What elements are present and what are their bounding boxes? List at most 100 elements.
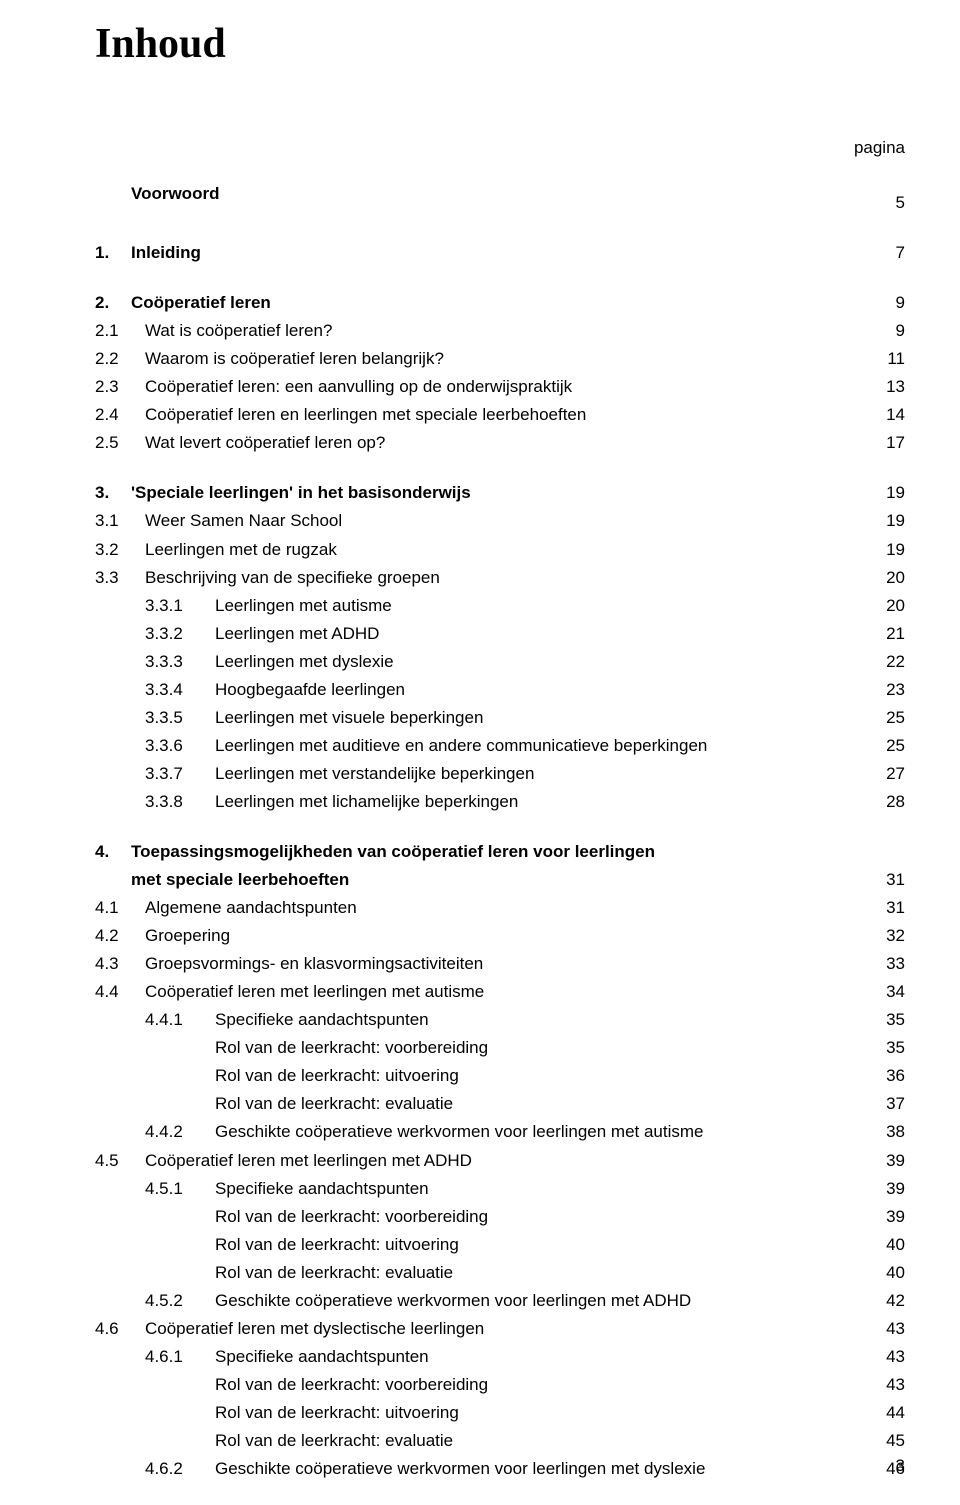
block-gap [95, 267, 905, 289]
toc-entry-left: 3.3.8Leerlingen met lichamelijke beperki… [95, 788, 518, 816]
toc-entry-number: 3.3.8 [145, 788, 215, 816]
toc-entry-number: 3.3.6 [145, 732, 215, 760]
toc-entry-number: 1. [95, 239, 131, 267]
toc-entry-text: Groepering [145, 922, 230, 950]
toc-entry-text: Rol van de leerkracht: uitvoering [215, 1231, 459, 1259]
toc-entry-left: 4.6.2Geschikte coöperatieve werkvormen v… [95, 1455, 705, 1483]
toc-entry: 2.1Wat is coöperatief leren?9 [95, 317, 905, 345]
toc-entry: Rol van de leerkracht: uitvoering40 [95, 1231, 905, 1259]
toc-entry-text: Rol van de leerkracht: evaluatie [215, 1090, 453, 1118]
toc-entry: 1.Inleiding7 [95, 239, 905, 267]
toc-entry-number: 3.1 [95, 507, 145, 535]
toc-entry-left: Rol van de leerkracht: uitvoering [95, 1399, 459, 1427]
toc-entry-left: 3.1Weer Samen Naar School [95, 507, 342, 535]
toc-entry-left: 3.3.5Leerlingen met visuele beperkingen [95, 704, 483, 732]
toc-entry-number: 3.3.2 [145, 620, 215, 648]
toc-entry-text: Rol van de leerkracht: evaluatie [215, 1427, 453, 1455]
toc-entry: 4.4Coöperatief leren met leerlingen met … [95, 978, 905, 1006]
toc-entry-number: 3.3.1 [145, 592, 215, 620]
toc-entry-left: 4.5Coöperatief leren met leerlingen met … [95, 1147, 472, 1175]
toc-entry-left: 2.1Wat is coöperatief leren? [95, 317, 332, 345]
toc-entry-page: 31 [875, 866, 905, 894]
toc-entry: Rol van de leerkracht: voorbereiding35 [95, 1034, 905, 1062]
toc-entry: 3.3.1Leerlingen met autisme 20 [95, 592, 905, 620]
toc-entry: 3.3Beschrijving van de specifieke groepe… [95, 564, 905, 592]
toc-entry-number: 3.3.5 [145, 704, 215, 732]
toc-entry-page: 9 [875, 289, 905, 317]
toc-entry-page: 39 [875, 1147, 905, 1175]
toc-entry: 3.3.7Leerlingen met verstandelijke beper… [95, 760, 905, 788]
toc-entry-page: 20 [875, 564, 905, 592]
block-gap [95, 217, 905, 239]
toc-entry-left: Voorwoord [95, 180, 219, 208]
toc-entry-page: 39 [875, 1175, 905, 1203]
toc-entry: 3.'Speciale leerlingen' in het basisonde… [95, 479, 905, 507]
toc-entry-text: Coöperatief leren met leerlingen met ADH… [145, 1147, 472, 1175]
toc-entry-page: 32 [875, 922, 905, 950]
toc-entry-text: Toepassingsmogelijkheden van coöperatief… [131, 838, 655, 866]
toc-entry-page: 25 [875, 732, 905, 760]
toc-entry: 2.2Waarom is coöperatief leren belangrij… [95, 345, 905, 373]
toc-entry-left: 4.5.1Specifieke aandachtspunten [95, 1175, 429, 1203]
toc-entry: 4.6.1Specifieke aandachtspunten43 [95, 1343, 905, 1371]
toc-entry: met speciale leerbehoeften 31 [95, 866, 905, 894]
toc-entry-text: Leerlingen met autisme [215, 592, 392, 620]
toc-entry-page: 28 [875, 788, 905, 816]
toc-entry-left: 2.5Wat levert coöperatief leren op? [95, 429, 385, 457]
toc-entry-text: Beschrijving van de specifieke groepen [145, 564, 440, 592]
toc-entry-text: Specifieke aandachtspunten [215, 1006, 429, 1034]
toc-entry: 4.5.2Geschikte coöperatieve werkvormen v… [95, 1287, 905, 1315]
toc-entry-page: 33 [875, 950, 905, 978]
toc-entry-left: 3.'Speciale leerlingen' in het basisonde… [95, 479, 471, 507]
toc-entry: 3.3.2Leerlingen met ADHD21 [95, 620, 905, 648]
toc-entry: 3.2Leerlingen met de rugzak19 [95, 536, 905, 564]
toc-entry-text: Leerlingen met lichamelijke beperkingen [215, 788, 518, 816]
toc-entry-left: Rol van de leerkracht: evaluatie [95, 1259, 453, 1287]
toc-entry: Voorwoord 5 [95, 180, 905, 217]
toc-entry-number: 2. [95, 289, 131, 317]
toc-entry-text: Coöperatief leren met dyslectische leerl… [145, 1315, 484, 1343]
toc-entry-left: 3.3.6Leerlingen met auditieve en andere … [95, 732, 707, 760]
toc-entry-left: 4.3Groepsvormings- en klasvormingsactivi… [95, 950, 483, 978]
toc-entry-page: 20 [875, 592, 905, 620]
toc-entry-text: Waarom is coöperatief leren belangrijk? [145, 345, 444, 373]
toc-entry-number: 3.2 [95, 536, 145, 564]
toc-entry-left: Rol van de leerkracht: uitvoering [95, 1062, 459, 1090]
toc-entry-page: 31 [875, 894, 905, 922]
toc-entry-number: 2.2 [95, 345, 145, 373]
toc-entry-text: Rol van de leerkracht: voorbereiding [215, 1371, 488, 1399]
toc-entry-left: Rol van de leerkracht: voorbereiding [95, 1371, 488, 1399]
toc-entry-text: Specifieke aandachtspunten [215, 1175, 429, 1203]
toc-entry-left: 4.4.2Geschikte coöperatieve werkvormen v… [95, 1118, 704, 1146]
toc-entry-number: 3.3.7 [145, 760, 215, 788]
toc-page: Inhoud pagina Voorwoord51.Inleiding72.Co… [0, 0, 960, 1501]
toc-entry-left: 4.4.1Specifieke aandachtspunten [95, 1006, 429, 1034]
block-gap [95, 1483, 905, 1505]
toc-entry-left: 1.Inleiding [95, 239, 201, 267]
toc-entry-page: 25 [875, 704, 905, 732]
toc-entry-text: Rol van de leerkracht: voorbereiding [215, 1203, 488, 1231]
toc-entry-number: 4.4 [95, 978, 145, 1006]
toc-entry-page: 14 [875, 401, 905, 429]
toc-entry-text: Rol van de leerkracht: voorbereiding [215, 1034, 488, 1062]
toc-container: Voorwoord 5 1.Inleiding7 2. Coöperatief lere… [95, 180, 905, 1505]
toc-entry-number: 4.2 [95, 922, 145, 950]
toc-entry-page: 19 [875, 536, 905, 564]
toc-entry-number: 4.6 [95, 1315, 145, 1343]
toc-entry-left: 4.4Coöperatief leren met leerlingen met … [95, 978, 484, 1006]
toc-entry-page: 13 [875, 373, 905, 401]
toc-entry-text: Voorwoord [131, 180, 219, 208]
toc-entry-page: 5 [875, 189, 905, 217]
toc-entry-left: 3.3Beschrijving van de specifieke groepe… [95, 564, 440, 592]
toc-entry-number: 4.6.1 [145, 1343, 215, 1371]
toc-entry: 2.3Coöperatief leren: een aanvulling op … [95, 373, 905, 401]
block-gap [95, 816, 905, 838]
toc-entry-left: 3.3.2Leerlingen met ADHD [95, 620, 379, 648]
page-title: Inhoud [95, 20, 905, 68]
toc-entry-number: 4.3 [95, 950, 145, 978]
toc-entry-text: met speciale leerbehoeften [131, 866, 349, 894]
toc-entry: 4.Toepassingsmogelijkheden van coöperati… [95, 838, 905, 866]
toc-entry-text: Wat is coöperatief leren? [145, 317, 332, 345]
toc-entry: 3.1Weer Samen Naar School19 [95, 507, 905, 535]
toc-entry-left: 4.Toepassingsmogelijkheden van coöperati… [95, 838, 655, 866]
